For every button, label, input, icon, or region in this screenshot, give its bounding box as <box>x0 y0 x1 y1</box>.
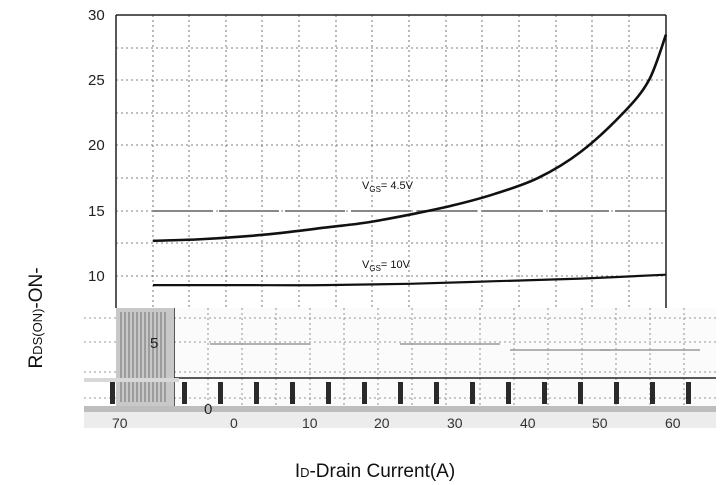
y-tick-label: 25 <box>88 72 105 89</box>
lower-panel <box>174 308 716 406</box>
tick-stub <box>578 382 583 404</box>
tick-stub <box>470 382 475 404</box>
tick-stub <box>614 382 619 404</box>
x-axis-label: ID-Drain Current(A) <box>295 461 455 482</box>
grid-upper <box>115 15 666 308</box>
tick-stub <box>110 382 115 404</box>
tick-stub <box>506 382 511 404</box>
tick-stub <box>326 382 331 404</box>
x-tick-label: 0 <box>230 415 238 431</box>
series-vgs-10v-line <box>153 273 667 287</box>
y-tick-label: 30 <box>88 7 105 24</box>
x-tick-label: 10 <box>302 415 318 431</box>
series-label-vgs-4p5v: VGS= 4.5V <box>362 180 414 194</box>
tick-stub <box>542 382 547 404</box>
series-label-vgs-10v: VGS= 10V <box>362 259 411 273</box>
tick-stub <box>434 382 439 404</box>
y-tick-label: 10 <box>88 268 105 285</box>
y-tick-label: 5 <box>150 335 158 352</box>
x-tick-label: 40 <box>520 415 536 431</box>
x-tick-label: 20 <box>374 415 390 431</box>
y-tick-labels: 30 25 20 15 10 5 0 <box>88 7 212 418</box>
tick-stub <box>650 382 655 404</box>
y-tick-label: 15 <box>88 203 105 220</box>
tick-stub <box>362 382 367 404</box>
x-tick-labels: 70 0 10 20 30 40 50 60 <box>112 415 681 431</box>
x-tick-label: 70 <box>112 415 128 431</box>
tick-stub <box>290 382 295 404</box>
glitch-band <box>84 308 716 428</box>
x-tick-label: 50 <box>592 415 608 431</box>
grid-lower <box>84 308 716 406</box>
x-tick-label: 60 <box>665 415 681 431</box>
tick-stub <box>218 382 223 404</box>
y-tick-label: 0 <box>204 401 212 418</box>
tick-stub <box>182 382 187 404</box>
x-tick-label: 30 <box>447 415 463 431</box>
tick-stub <box>686 382 691 404</box>
series-vgs-4p5v-line <box>152 34 668 243</box>
y-axis-label: RDS(ON)-ON- <box>26 267 47 368</box>
y-tick-label: 20 <box>88 137 105 154</box>
tick-stub <box>254 382 259 404</box>
tick-stub <box>398 382 403 404</box>
